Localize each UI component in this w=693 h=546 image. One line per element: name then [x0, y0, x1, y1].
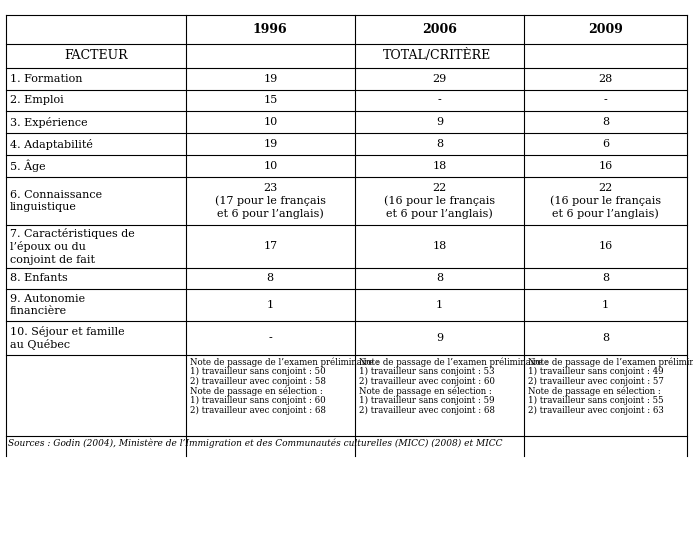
Text: 9. Autonomie
financière: 9. Autonomie financière — [10, 294, 85, 317]
Text: 8: 8 — [267, 274, 274, 283]
Text: Sources : Godin (2004), Ministère de l’Immigration et des Communautés culturelle: Sources : Godin (2004), Ministère de l’I… — [8, 438, 503, 448]
Text: 8: 8 — [602, 274, 609, 283]
Text: 1. Formation: 1. Formation — [10, 74, 82, 84]
Text: 22
(16 pour le français
et 6 pour l’anglais): 22 (16 pour le français et 6 pour l’angl… — [384, 183, 495, 219]
Text: 6: 6 — [602, 139, 609, 149]
Text: 10. Séjour et famille
au Québec: 10. Séjour et famille au Québec — [10, 325, 124, 351]
Text: 7. Caractéristiques de
l’époux ou du
conjoint de fait: 7. Caractéristiques de l’époux ou du con… — [10, 228, 134, 265]
Text: -: - — [268, 333, 272, 343]
Text: 1) travailleur sans conjoint : 59: 1) travailleur sans conjoint : 59 — [359, 396, 495, 405]
Text: 2) travailleur avec conjoint : 63: 2) travailleur avec conjoint : 63 — [528, 406, 664, 414]
Text: 8: 8 — [602, 117, 609, 127]
Text: -: - — [604, 96, 608, 105]
Text: 10: 10 — [263, 161, 277, 171]
Text: 3. Expérience: 3. Expérience — [10, 117, 87, 128]
Text: TOTAL/CRITÈRE: TOTAL/CRITÈRE — [383, 49, 491, 62]
Text: 2006: 2006 — [422, 23, 457, 36]
Text: 4. Adaptabilité: 4. Adaptabilité — [10, 139, 93, 150]
Text: 2) travailleur avec conjoint : 68: 2) travailleur avec conjoint : 68 — [190, 406, 326, 414]
Text: 15: 15 — [263, 96, 277, 105]
Text: 16: 16 — [599, 241, 613, 251]
Text: 2) travailleur avec conjoint : 60: 2) travailleur avec conjoint : 60 — [359, 377, 495, 386]
Text: 2. Emploi: 2. Emploi — [10, 96, 64, 105]
Text: Note de passage en sélection :: Note de passage en sélection : — [528, 387, 661, 396]
Text: Note de passage en sélection :: Note de passage en sélection : — [359, 387, 492, 396]
Text: 17: 17 — [263, 241, 277, 251]
Text: 18: 18 — [432, 241, 446, 251]
Text: 1) travailleur sans conjoint : 50: 1) travailleur sans conjoint : 50 — [190, 367, 326, 376]
Text: 6. Connaissance
linguistique: 6. Connaissance linguistique — [10, 189, 102, 212]
Text: 28: 28 — [599, 74, 613, 84]
Text: 8: 8 — [436, 139, 443, 149]
Text: 10: 10 — [263, 117, 277, 127]
Text: 5. Âge: 5. Âge — [10, 160, 45, 172]
Text: 2) travailleur avec conjoint : 57: 2) travailleur avec conjoint : 57 — [528, 377, 664, 386]
Text: 18: 18 — [432, 161, 446, 171]
Text: 16: 16 — [599, 161, 613, 171]
Text: Note de passage en sélection :: Note de passage en sélection : — [190, 387, 323, 396]
Text: 1: 1 — [267, 300, 274, 310]
Text: 1) travailleur sans conjoint : 49: 1) travailleur sans conjoint : 49 — [528, 367, 664, 376]
Text: 1) travailleur sans conjoint : 53: 1) travailleur sans conjoint : 53 — [359, 367, 495, 376]
Text: 22
(16 pour le français
et 6 pour l’anglais): 22 (16 pour le français et 6 pour l’angl… — [550, 183, 661, 219]
Text: 19: 19 — [263, 74, 277, 84]
Text: -: - — [437, 96, 441, 105]
Text: 1996: 1996 — [253, 23, 288, 36]
Text: 9: 9 — [436, 333, 443, 343]
Text: 8. Enfants: 8. Enfants — [10, 274, 67, 283]
Text: 2) travailleur avec conjoint : 68: 2) travailleur avec conjoint : 68 — [359, 406, 495, 414]
Text: 9: 9 — [436, 117, 443, 127]
Text: Note de passage de l’examen préliminaire :: Note de passage de l’examen préliminaire… — [528, 358, 693, 367]
Text: Note de passage de l’examen préliminaire :: Note de passage de l’examen préliminaire… — [359, 358, 548, 367]
Text: 1) travailleur sans conjoint : 60: 1) travailleur sans conjoint : 60 — [190, 396, 326, 405]
Text: 1) travailleur sans conjoint : 55: 1) travailleur sans conjoint : 55 — [528, 396, 664, 405]
Text: 1: 1 — [602, 300, 609, 310]
Text: 19: 19 — [263, 139, 277, 149]
Text: 2) travailleur avec conjoint : 58: 2) travailleur avec conjoint : 58 — [190, 377, 326, 386]
Text: 23
(17 pour le français
et 6 pour l’anglais): 23 (17 pour le français et 6 pour l’angl… — [215, 183, 326, 219]
Text: 2009: 2009 — [588, 23, 623, 36]
Text: 1: 1 — [436, 300, 443, 310]
Text: 8: 8 — [602, 333, 609, 343]
Text: 8: 8 — [436, 274, 443, 283]
Text: FACTEUR: FACTEUR — [64, 49, 128, 62]
Text: 29: 29 — [432, 74, 446, 84]
Text: Note de passage de l’examen préliminaire :: Note de passage de l’examen préliminaire… — [190, 358, 379, 367]
